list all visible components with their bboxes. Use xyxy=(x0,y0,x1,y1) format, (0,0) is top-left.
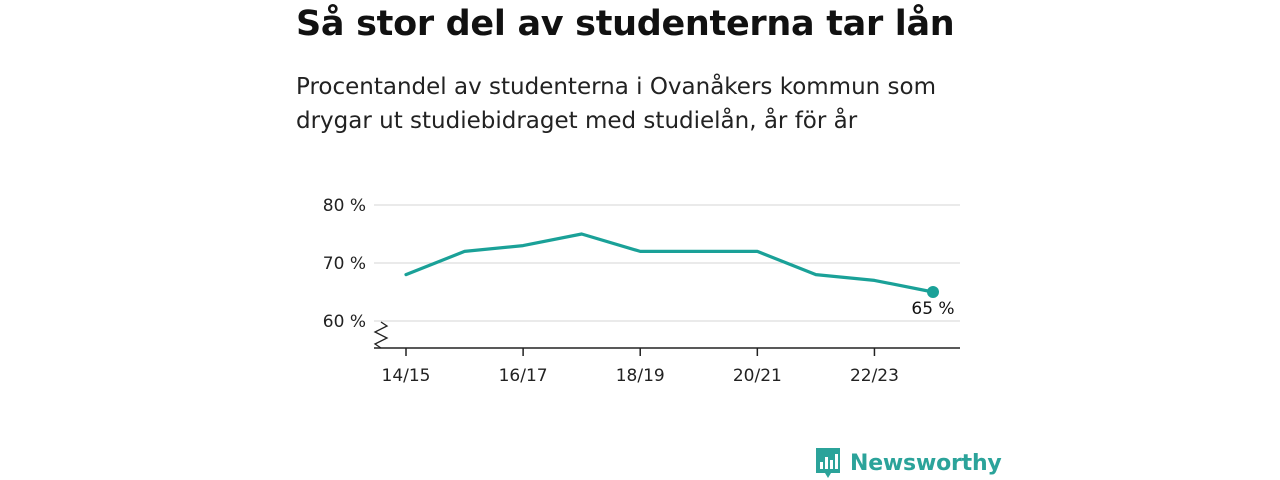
last-point-marker xyxy=(927,286,939,298)
bar-chart-badge-icon xyxy=(816,448,840,478)
x-tick-label: 22/23 xyxy=(850,366,899,386)
y-tick-label: 70 % xyxy=(323,254,366,274)
x-tick-label: 20/21 xyxy=(733,366,782,386)
line-chart: 60 % 70 % 80 % 14/15 16/17 18/19 20/21 22/23 65 … xyxy=(323,196,960,386)
newsworthy-logo: Newsworthy xyxy=(814,446,1002,480)
y-tick-label: 60 % xyxy=(323,312,366,332)
chart-title: Så stor del av studenterna tar lån xyxy=(296,4,955,44)
x-tick-label: 14/15 xyxy=(382,366,431,386)
brand-name: Newsworthy xyxy=(850,450,1002,476)
x-tick-label: 16/17 xyxy=(499,366,548,386)
y-tick-label: 80 % xyxy=(323,196,366,216)
series-line xyxy=(404,232,935,294)
chart-subtitle: Procentandel av studenterna i Ovanåkers … xyxy=(296,74,937,134)
last-value-label: 65 % xyxy=(911,299,954,319)
x-tick-label: 18/19 xyxy=(616,366,665,386)
axis-break-icon xyxy=(373,321,389,349)
